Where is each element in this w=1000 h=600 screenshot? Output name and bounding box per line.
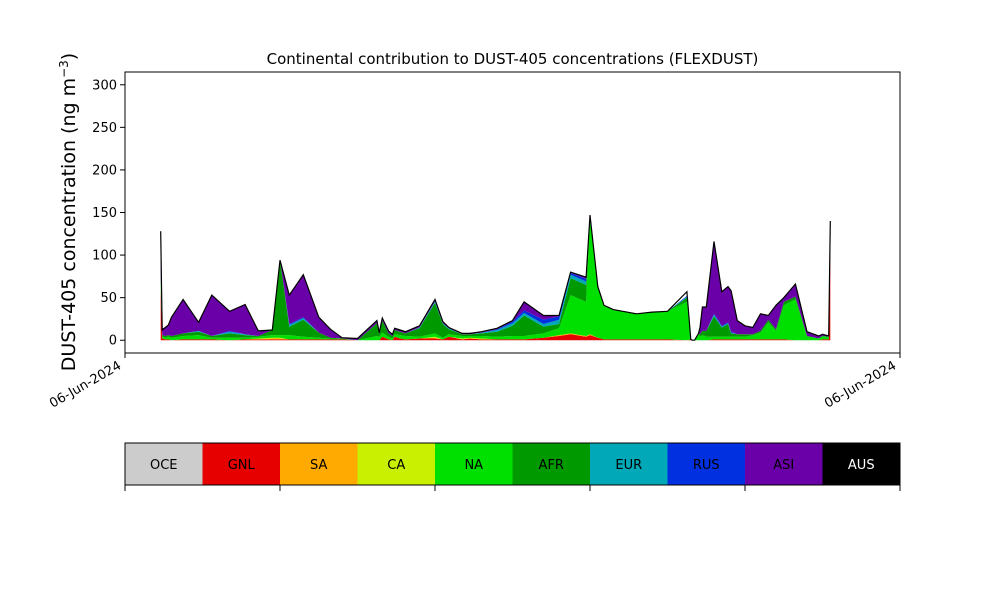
legend-swatch-afr [512,443,590,485]
legend-label-na: NA [464,458,483,473]
area-asi [160,215,831,341]
legend-label-oce: OCE [150,458,178,473]
y-axis-label-sup: −3 [57,60,71,78]
y-tick-label: 50 [100,291,117,306]
y-tick-label: 250 [92,121,117,136]
legend-swatch-ca [357,443,435,485]
legend-swatch-sa [280,443,358,485]
legend-swatch-oce [125,443,203,485]
legend-swatch-na [435,443,513,485]
chart-title: Continental contribution to DUST-405 con… [267,50,759,68]
legend-label-rus: RUS [693,458,720,473]
legend-colorbar: OCE GNL SA CA NA AFR EUR RUS ASI AUS [124,442,901,491]
stacked-areas [160,215,831,341]
legend-swatch-aus [822,443,900,485]
y-tick-label: 300 [92,78,117,93]
legend-label-ca: CA [387,458,405,473]
y-tick-label: 100 [92,249,117,264]
legend-swatch-eur [590,443,668,485]
y-axis-label: DUST-405 concentration (ng m−3) [57,53,80,371]
y-axis: 0 50 100 150 200 250 300 [92,78,125,349]
legend-label-afr: AFR [539,458,564,473]
legend-label-eur: EUR [615,458,642,473]
legend-swatch-asi [745,443,823,485]
x-axis: 06-Jun-2024 06-Jun-2024 [47,353,901,411]
total-line [160,215,831,341]
area-afr [160,215,831,341]
plot-area: 0 50 100 150 200 250 300 06-Jun-2024 06-Jun-20… [47,53,901,411]
legend-label-gnl: GNL [228,458,256,473]
legend-frame [124,442,901,486]
y-tick-label: 150 [92,206,117,221]
y-tick-label: 0 [109,334,117,349]
legend-swatch-rus [667,443,745,485]
y-axis-label-close: ) [58,53,80,60]
y-axis-label-main: DUST-405 concentration (ng m [58,78,80,371]
x-tick-label-right: 06-Jun-2024 [822,358,899,411]
legend-label-aus: AUS [848,458,875,473]
legend-label-asi: ASI [773,458,794,473]
legend-label-sa: SA [310,458,327,473]
y-tick-label: 200 [92,163,117,178]
legend-swatch-gnl [202,443,280,485]
